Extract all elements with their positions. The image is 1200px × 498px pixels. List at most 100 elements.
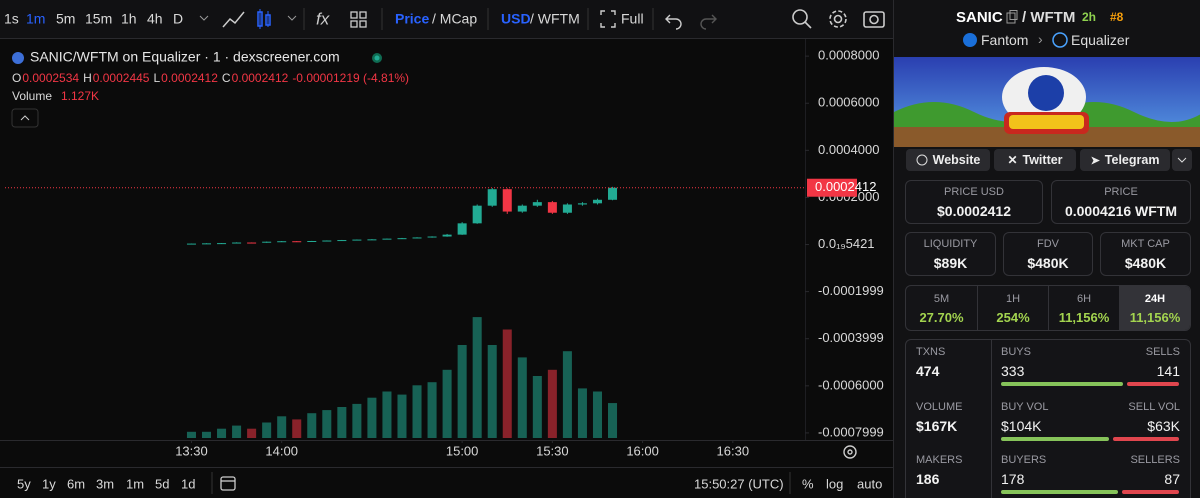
volume-bar bbox=[397, 394, 407, 438]
pair-age: 2h bbox=[1082, 10, 1097, 24]
usd-toggle[interactable]: USD bbox=[501, 11, 531, 27]
ohlc-value: 0.0002534 bbox=[22, 71, 79, 85]
interval-button[interactable]: D bbox=[173, 11, 183, 27]
stat-label: FDV bbox=[1037, 238, 1059, 250]
auto-scale-icon[interactable] bbox=[843, 445, 857, 459]
ohlc-value: 0.0002412 bbox=[232, 71, 289, 85]
line-style-icon[interactable] bbox=[222, 11, 245, 28]
more-links[interactable] bbox=[1172, 149, 1192, 171]
stat-value: 141 bbox=[1156, 363, 1180, 379]
y-tick-label: -0.0007999 bbox=[818, 424, 884, 439]
change-tab[interactable]: 1H 254% bbox=[977, 286, 1048, 330]
stat-value: 0.0004216 WFTM bbox=[1064, 203, 1178, 219]
stat-value: $167K bbox=[916, 418, 958, 434]
x-tick-label: 16:00 bbox=[626, 443, 659, 458]
interval-button[interactable]: 1m bbox=[26, 11, 45, 27]
search-icon[interactable] bbox=[792, 9, 812, 29]
twitter-link[interactable]: ✕ Twitter bbox=[994, 149, 1076, 171]
tab-change: 254% bbox=[996, 310, 1030, 325]
pair-icon bbox=[12, 52, 24, 64]
stat-value: $63K bbox=[1147, 418, 1180, 434]
stat-label: BUY VOL bbox=[1001, 401, 1049, 413]
indicator-icon[interactable]: fx bbox=[316, 9, 330, 28]
interval-button[interactable]: 5m bbox=[56, 11, 75, 27]
price-toggle[interactable]: Price bbox=[395, 11, 429, 27]
liquidity-box: LIQUIDITY $89K bbox=[905, 232, 996, 276]
sell-ratio-bar bbox=[1127, 382, 1179, 386]
volume-bar bbox=[292, 419, 302, 438]
interval-button[interactable]: 1h bbox=[121, 11, 137, 27]
collapse-button[interactable] bbox=[11, 108, 39, 128]
status-dot bbox=[374, 55, 380, 61]
volume-bar bbox=[562, 351, 572, 438]
date-range-icon[interactable] bbox=[220, 476, 236, 491]
x-tick-label: 16:30 bbox=[717, 443, 750, 458]
y-tick-label: -0.0006000 bbox=[818, 377, 884, 392]
fdv-box: FDV $480K bbox=[1003, 232, 1093, 276]
stat-value: 178 bbox=[1001, 471, 1025, 487]
dex-name[interactable]: Equalizer bbox=[1071, 32, 1130, 48]
stat-value: $89K bbox=[933, 255, 968, 271]
candle-body bbox=[457, 223, 467, 235]
candle-body bbox=[337, 240, 347, 242]
chevron[interactable] bbox=[287, 15, 297, 21]
trade-stats: TXNS 474 BUYS 333 SELLS 141 VOLUME $167K… bbox=[905, 339, 1191, 498]
range-button[interactable]: 1d bbox=[181, 476, 195, 491]
range-button[interactable]: 1m bbox=[126, 476, 144, 491]
buy-ratio-bar bbox=[1001, 437, 1110, 441]
telegram-icon: ➤ bbox=[1090, 154, 1100, 167]
y-tick-label: 0.0₁₉5421 bbox=[818, 236, 875, 251]
mcap-toggle[interactable]: / MCap bbox=[432, 11, 477, 27]
telegram-link[interactable]: ➤ Telegram bbox=[1080, 149, 1170, 171]
change-tab[interactable]: 24H 11,156% bbox=[1119, 286, 1190, 330]
interval-button[interactable]: 15m bbox=[85, 11, 112, 27]
trending-rank: #8 bbox=[1110, 10, 1124, 24]
copy-icon[interactable] bbox=[1006, 10, 1018, 24]
volume-bar bbox=[412, 385, 422, 438]
range-button[interactable]: 6m bbox=[67, 476, 85, 491]
stat-label: VOLUME bbox=[916, 401, 963, 413]
candle-body bbox=[547, 202, 557, 213]
percent-toggle[interactable]: % bbox=[802, 476, 814, 491]
volume-bar bbox=[577, 388, 587, 438]
x-tick-label: 15:00 bbox=[446, 443, 479, 458]
candle-style-icon[interactable] bbox=[257, 9, 271, 29]
range-button[interactable]: 1y bbox=[42, 476, 56, 491]
x-icon: ✕ bbox=[1007, 153, 1018, 167]
settings-icon[interactable] bbox=[829, 10, 847, 28]
undo-icon[interactable] bbox=[665, 14, 682, 30]
tab-period: 5M bbox=[933, 293, 950, 305]
collapse-icon[interactable] bbox=[20, 115, 30, 121]
log-toggle[interactable]: log bbox=[826, 476, 843, 491]
link-label: Telegram bbox=[1104, 153, 1160, 167]
range-button[interactable]: 5d bbox=[155, 476, 169, 491]
website-link[interactable]: Website bbox=[906, 149, 990, 171]
range-button[interactable]: 3m bbox=[96, 476, 114, 491]
candle-body bbox=[502, 189, 512, 212]
change-tab[interactable]: 5M 27.70% bbox=[906, 286, 977, 330]
interval-button[interactable]: 1s bbox=[4, 11, 19, 27]
pair-sidebar: SANIC / WFTM 2h #8 Fantom › Equalizer We… bbox=[893, 0, 1200, 498]
range-button[interactable]: 5y bbox=[17, 476, 31, 491]
last-price-tag bbox=[807, 178, 857, 197]
chain-name[interactable]: Fantom bbox=[981, 32, 1029, 48]
layout-icon[interactable] bbox=[350, 11, 367, 28]
change-tabs: 5M 27.70% 1H 254% 6H 11,156% 24H 11,156% bbox=[905, 285, 1191, 331]
quote-toggle[interactable]: / WFTM bbox=[530, 11, 580, 27]
volume-bar bbox=[201, 431, 212, 438]
screenshot-icon[interactable] bbox=[863, 11, 885, 28]
stat-label: SELL VOL bbox=[1128, 401, 1180, 413]
ohlc-key: C bbox=[222, 71, 231, 85]
candle-body bbox=[352, 239, 362, 241]
auto-toggle[interactable]: auto bbox=[857, 476, 882, 491]
candle-body bbox=[307, 241, 317, 242]
redo-icon[interactable] bbox=[700, 14, 717, 30]
interval-button[interactable]: 4h bbox=[147, 11, 163, 27]
stat-value: 87 bbox=[1164, 471, 1180, 487]
change-tab[interactable]: 6H 11,156% bbox=[1048, 286, 1119, 330]
candle-body bbox=[427, 236, 437, 238]
fullscreen-button[interactable]: Full bbox=[621, 11, 644, 27]
fullscreen-icon[interactable] bbox=[600, 10, 616, 28]
chevron[interactable] bbox=[199, 15, 209, 21]
volume-value: 1.127K bbox=[61, 89, 99, 103]
